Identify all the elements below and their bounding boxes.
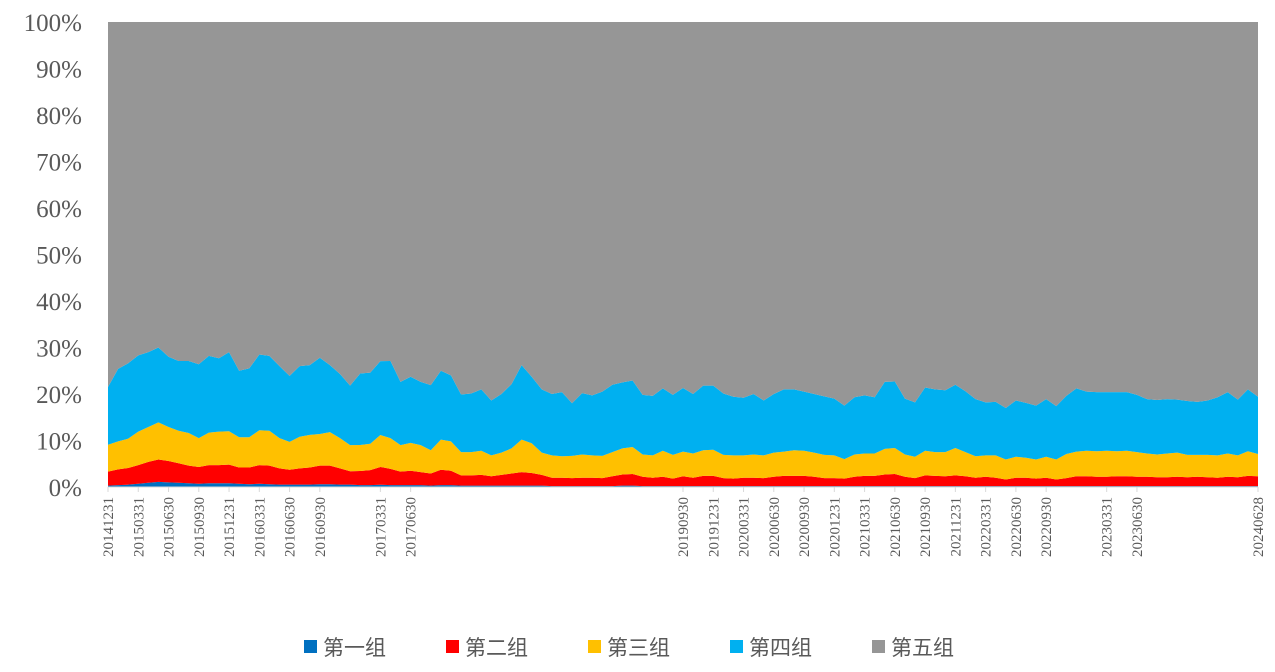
legend-swatch-2 bbox=[446, 640, 459, 653]
y-axis: 0% 10% 20% 30% 40% 50% 60% 70% 80% 90% 100% bbox=[24, 10, 82, 502]
x-tick-label: 20220630 bbox=[1009, 497, 1025, 557]
legend: 第一组 第二组 第三组 第四组 第五组 bbox=[304, 636, 954, 660]
x-tick-label: 20170630 bbox=[404, 497, 420, 557]
y-tick-label: 10% bbox=[36, 429, 82, 456]
x-tick-label: 20201231 bbox=[827, 497, 843, 557]
x-tick-label: 20200630 bbox=[767, 497, 783, 557]
legend-swatch-5 bbox=[872, 640, 885, 653]
x-tick-label: 20150331 bbox=[131, 497, 147, 557]
x-tick-label: 20191231 bbox=[706, 497, 722, 557]
y-tick-label: 100% bbox=[24, 10, 82, 37]
y-tick-label: 70% bbox=[36, 150, 82, 177]
legend-swatch-1 bbox=[304, 640, 317, 653]
y-tick-label: 50% bbox=[36, 243, 82, 270]
x-tick-label: 20170331 bbox=[373, 497, 389, 557]
area-series-4 bbox=[108, 347, 1258, 460]
x-tick-label: 20210331 bbox=[858, 497, 874, 557]
x-tick-label: 20220930 bbox=[1039, 497, 1055, 557]
x-axis: 20141231 20150331 20150630 20150930 20151231… bbox=[101, 487, 1267, 557]
area-series-group bbox=[108, 22, 1258, 487]
x-tick-label: 20230331 bbox=[1100, 497, 1116, 557]
x-tick-label: 20240628 bbox=[1251, 497, 1267, 557]
legend-swatch-3 bbox=[588, 640, 601, 653]
x-tick-label: 20150630 bbox=[162, 497, 178, 557]
x-tick-label: 20210630 bbox=[888, 497, 904, 557]
y-tick-label: 60% bbox=[36, 196, 82, 223]
y-tick-label: 40% bbox=[36, 289, 82, 316]
x-tick-label: 20210930 bbox=[918, 497, 934, 557]
legend-label-2: 第二组 bbox=[465, 636, 528, 660]
x-tick-label: 20211231 bbox=[948, 497, 964, 556]
y-tick-label: 90% bbox=[36, 57, 82, 84]
x-tick-label: 20230630 bbox=[1130, 497, 1146, 557]
legend-label-4: 第四组 bbox=[749, 636, 812, 660]
y-tick-label: 20% bbox=[36, 382, 82, 409]
area-series-5 bbox=[108, 22, 1258, 408]
x-tick-label: 20200331 bbox=[737, 497, 753, 557]
x-tick-label: 20190930 bbox=[676, 497, 692, 557]
x-tick-label: 20200930 bbox=[797, 497, 813, 557]
legend-swatch-4 bbox=[730, 640, 743, 653]
x-tick-label: 20160630 bbox=[283, 497, 299, 557]
x-tick-label: 20160930 bbox=[313, 497, 329, 557]
x-tick-label: 20160331 bbox=[252, 497, 268, 557]
area-series-3 bbox=[108, 422, 1258, 480]
y-tick-label: 30% bbox=[36, 336, 82, 363]
y-tick-label: 0% bbox=[49, 475, 82, 502]
x-tick-label: 20151231 bbox=[222, 497, 238, 557]
x-tick-label: 20220331 bbox=[979, 497, 995, 557]
legend-label-5: 第五组 bbox=[891, 636, 954, 660]
area-series-1 bbox=[108, 481, 1258, 487]
y-tick-label: 80% bbox=[36, 103, 82, 130]
x-tick-label: 20150930 bbox=[192, 497, 208, 557]
area-series-2 bbox=[108, 459, 1258, 487]
legend-label-3: 第三组 bbox=[607, 636, 670, 660]
legend-label-1: 第一组 bbox=[323, 636, 386, 660]
x-tick-label: 20141231 bbox=[101, 497, 117, 557]
